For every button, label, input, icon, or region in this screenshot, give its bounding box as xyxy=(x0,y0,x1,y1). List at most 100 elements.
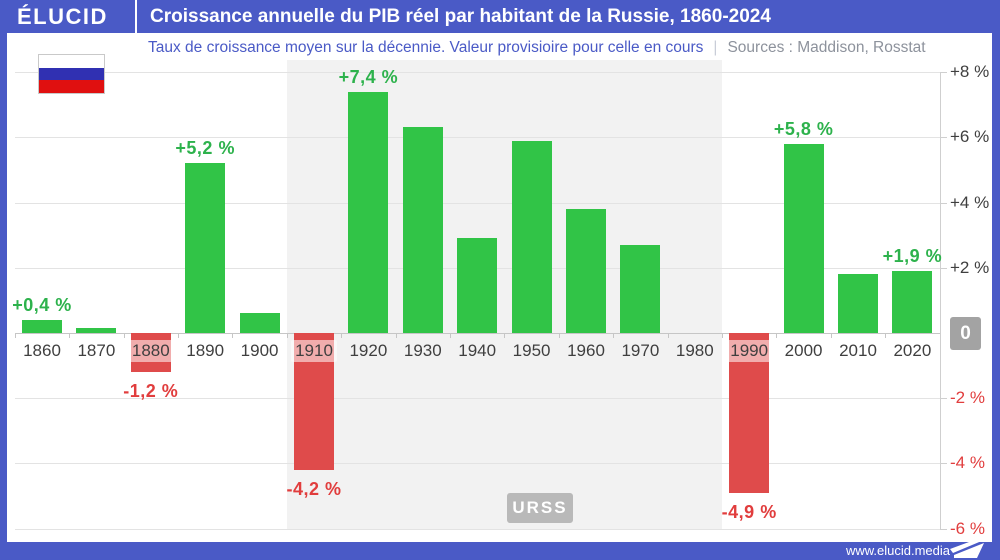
gridline--6 xyxy=(14,528,940,530)
bar-value-label-1880: -1,2 % xyxy=(123,381,179,402)
bar-value-label-2000: +5,8 % xyxy=(773,118,834,139)
year-label: 1970 xyxy=(621,341,660,360)
x-axis-label-1880: 1880 xyxy=(106,340,196,362)
footer-url: www.elucid.media xyxy=(845,543,950,558)
x-axis-tick xyxy=(450,333,451,338)
x-axis-label-1860: 1860 xyxy=(0,340,87,362)
x-axis-label-2000: 2000 xyxy=(759,340,849,362)
year-label: 1900 xyxy=(240,341,279,360)
elucid-arrow-icon xyxy=(950,533,990,559)
gridline-4 xyxy=(14,202,940,204)
x-axis-tick xyxy=(286,333,288,338)
x-axis-tick xyxy=(69,333,71,338)
y-axis-label: +6 % xyxy=(950,127,990,147)
year-label: 1880 xyxy=(127,340,174,362)
flag-stripe-red xyxy=(39,80,104,93)
year-label: 1860 xyxy=(23,341,61,360)
x-axis-label-1980: 1980 xyxy=(650,340,740,362)
y-axis-tick xyxy=(939,137,947,139)
gridline-8 xyxy=(14,72,940,74)
page-title: Croissance annuelle du PIB réel par habi… xyxy=(150,6,771,27)
bar-1900 xyxy=(239,313,280,333)
x-axis-tick xyxy=(341,333,343,338)
y-axis-tick xyxy=(939,267,947,269)
flag-stripe-blue xyxy=(39,67,104,81)
year-label: 1890 xyxy=(186,341,225,360)
x-axis-tick xyxy=(722,333,723,338)
ussr-band-label: URSS xyxy=(507,493,573,523)
bar-1930 xyxy=(402,127,443,333)
subtitle-separator: | xyxy=(713,39,718,56)
x-axis-tick xyxy=(504,333,506,338)
bar-2010 xyxy=(838,274,878,333)
bar-value-label-1990: -4,9 % xyxy=(721,501,777,522)
x-axis-tick xyxy=(776,333,778,338)
x-axis-label-1870: 1870 xyxy=(51,340,141,362)
header-bar xyxy=(0,0,1000,33)
x-axis-label-1910: 1910 xyxy=(269,340,359,362)
bar-value-label-1890: +5,2 % xyxy=(175,138,235,159)
y-axis-tick xyxy=(939,202,947,204)
x-axis-label-1920: 1920 xyxy=(323,340,413,362)
bar-value-label-2020: +1,9 % xyxy=(882,246,943,267)
y-axis-tick xyxy=(939,72,947,74)
bar-value-label-1860: +0,4 % xyxy=(12,294,72,315)
x-axis-tick xyxy=(830,333,832,338)
x-axis-label-1930: 1930 xyxy=(378,340,468,362)
subtitle-bar: Taux de croissance moyen sur la décennie… xyxy=(148,36,926,60)
brand-logo: ÉLUCID xyxy=(17,4,108,29)
x-axis-tick xyxy=(667,333,669,338)
x-axis-tick xyxy=(885,333,887,338)
chart-subtitle: Taux de croissance moyen sur la décennie… xyxy=(148,39,704,56)
y-axis-label: -2 % xyxy=(950,388,985,408)
x-axis-label-1950: 1950 xyxy=(487,340,577,362)
y-axis-tick xyxy=(939,398,947,400)
zero-axis-line xyxy=(14,333,940,334)
y-axis-label: -6 % xyxy=(950,518,985,538)
x-axis-tick xyxy=(395,333,397,338)
bar-value-label-1910: -4,2 % xyxy=(286,479,342,499)
y-axis-tick xyxy=(939,463,947,465)
gridline-6 xyxy=(14,137,940,139)
x-axis-tick xyxy=(613,333,615,338)
gridline--2 xyxy=(14,398,940,400)
year-label: 2000 xyxy=(784,341,823,360)
x-axis-label-1890: 1890 xyxy=(160,340,250,362)
x-axis-tick xyxy=(14,333,16,338)
flag-stripe-white xyxy=(39,55,104,68)
russia-flag-icon xyxy=(38,54,105,94)
bar-1940 xyxy=(457,238,498,333)
footer-bar xyxy=(0,542,1000,560)
header-separator xyxy=(135,0,137,33)
bar-1920 xyxy=(348,91,389,333)
year-label: 1910 xyxy=(291,340,337,362)
bar-1950 xyxy=(511,140,552,333)
year-label: 1920 xyxy=(349,341,388,360)
year-label: 1990 xyxy=(726,340,773,362)
x-axis-label-2010: 2010 xyxy=(813,340,903,362)
x-axis-label-2020: 2020 xyxy=(867,340,957,362)
bar-1960 xyxy=(566,209,606,333)
year-label: 1960 xyxy=(567,341,605,360)
gridline--4 xyxy=(14,463,940,465)
y-axis-tick xyxy=(939,528,947,530)
year-label: 1940 xyxy=(458,341,497,360)
y-axis-line xyxy=(939,72,941,529)
year-label: 1950 xyxy=(512,341,551,360)
x-axis-tick xyxy=(558,333,560,338)
y-axis-zero-badge: 0 xyxy=(950,317,981,350)
x-axis-tick xyxy=(178,333,179,338)
x-axis-label-1990: 1990 xyxy=(704,340,794,362)
year-label: 1870 xyxy=(77,341,116,360)
x-axis-tick xyxy=(123,333,125,338)
y-axis-label: +8 % xyxy=(950,62,990,82)
bar-2020 xyxy=(892,271,933,333)
bar-value-label-1920: +7,4 % xyxy=(338,66,399,87)
x-axis-tick xyxy=(232,333,234,338)
frame-border-left xyxy=(0,33,7,542)
bar-1860 xyxy=(22,319,62,333)
y-axis-label: +4 % xyxy=(950,192,990,212)
x-axis-label-1940: 1940 xyxy=(432,340,522,362)
bar-1890 xyxy=(185,163,226,333)
